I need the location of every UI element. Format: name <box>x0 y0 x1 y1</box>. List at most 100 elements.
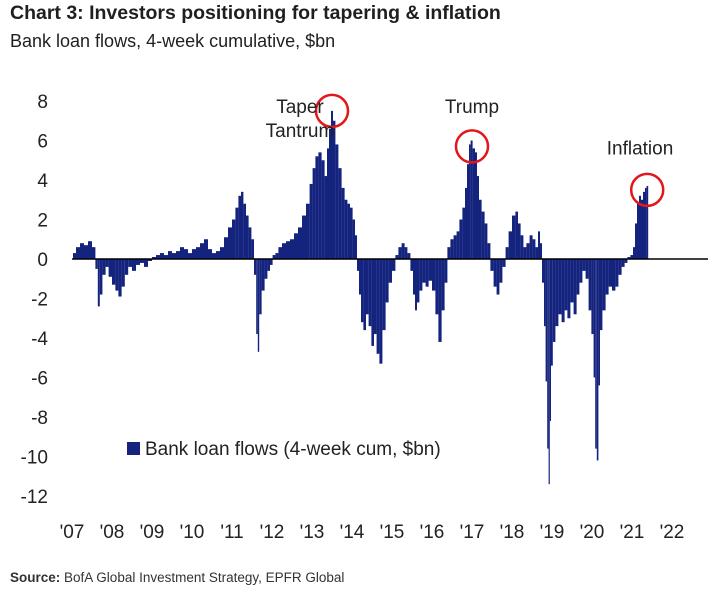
annotations: Taper Tantrum Trump Inflation <box>266 97 674 159</box>
y-tick-label: -10 <box>21 448 48 469</box>
bar <box>456 231 460 259</box>
bar <box>415 259 417 311</box>
bar <box>220 247 224 259</box>
bar <box>441 259 445 311</box>
y-tick-label: 4 <box>37 171 48 192</box>
bar <box>204 239 208 259</box>
bar <box>355 235 357 259</box>
highlight-circles <box>314 93 665 208</box>
bar <box>315 156 319 259</box>
bar <box>144 259 148 267</box>
bar <box>612 259 616 291</box>
bar <box>99 259 103 295</box>
bar <box>585 259 589 279</box>
bar <box>549 259 551 421</box>
bar <box>172 253 176 259</box>
bar <box>115 259 119 291</box>
bar <box>518 223 521 259</box>
bar <box>639 195 641 259</box>
x-tick-label: '09 <box>140 522 165 543</box>
bar <box>361 259 364 323</box>
bar <box>388 259 392 283</box>
bar <box>475 152 477 259</box>
bar <box>350 207 353 259</box>
bar <box>407 253 411 259</box>
bar <box>124 259 129 275</box>
bar <box>413 259 415 295</box>
bar <box>540 243 542 259</box>
bar <box>598 259 600 386</box>
bar <box>73 253 76 259</box>
highlight-circle <box>314 93 350 129</box>
bar <box>545 259 548 382</box>
bar <box>520 235 524 259</box>
y-tick-label: -6 <box>31 369 48 390</box>
bar <box>508 231 512 259</box>
bar <box>232 219 236 259</box>
annotation-label: Inflation <box>607 138 674 159</box>
bar <box>359 259 361 295</box>
bar <box>435 259 439 315</box>
bar <box>275 253 279 259</box>
bar <box>278 247 282 259</box>
bar <box>286 241 290 259</box>
bar <box>309 183 313 259</box>
bar <box>363 259 366 331</box>
bar <box>637 203 639 259</box>
bar <box>555 259 559 327</box>
bar <box>618 259 622 275</box>
bar <box>254 259 257 275</box>
bar <box>512 215 516 259</box>
source-note: Source: BofA Global Investment Strategy,… <box>10 570 344 585</box>
bar <box>447 247 451 259</box>
bar <box>438 259 442 342</box>
bar <box>425 259 429 287</box>
annotation-label: Taper Tantrum <box>266 97 335 142</box>
x-tick-label: '15 <box>380 522 405 543</box>
bar <box>108 259 112 277</box>
bar <box>164 255 168 259</box>
bar <box>465 187 467 259</box>
bar <box>398 247 402 259</box>
bar <box>241 191 244 259</box>
x-tick-label: '21 <box>620 522 645 543</box>
bar <box>243 203 246 259</box>
x-axis-tick-labels: '07 '08 '09 '10 '11 '12 '13 '14 '15 '16 '17 '18 '19 '… <box>60 522 685 543</box>
bar <box>105 259 109 267</box>
bar <box>600 259 603 331</box>
bar <box>385 259 389 303</box>
bar <box>564 259 568 311</box>
bar <box>395 255 399 259</box>
bar <box>646 185 649 259</box>
bar <box>627 257 631 259</box>
annotation-label: Trump <box>445 97 499 118</box>
bar <box>228 227 232 259</box>
bar <box>338 168 342 259</box>
bar <box>306 203 310 259</box>
bar <box>472 148 475 259</box>
bar <box>148 259 152 261</box>
bar <box>382 259 386 331</box>
bar <box>645 187 647 259</box>
bar <box>608 259 612 287</box>
bar <box>444 259 448 283</box>
bar <box>605 259 609 295</box>
bar <box>335 144 339 259</box>
x-tick-label: '18 <box>500 522 525 543</box>
bar <box>192 249 196 260</box>
bar <box>467 164 469 259</box>
bar <box>95 259 98 269</box>
bar <box>505 247 509 259</box>
y-tick-label: -2 <box>31 290 48 311</box>
bar <box>548 259 550 485</box>
bar <box>542 259 544 283</box>
bar <box>417 259 420 303</box>
bar <box>88 241 92 259</box>
bar <box>331 110 333 260</box>
bar <box>538 231 540 259</box>
x-tick-label: '12 <box>260 522 285 543</box>
bar <box>570 259 574 303</box>
bar <box>621 259 625 267</box>
bar <box>591 259 594 335</box>
